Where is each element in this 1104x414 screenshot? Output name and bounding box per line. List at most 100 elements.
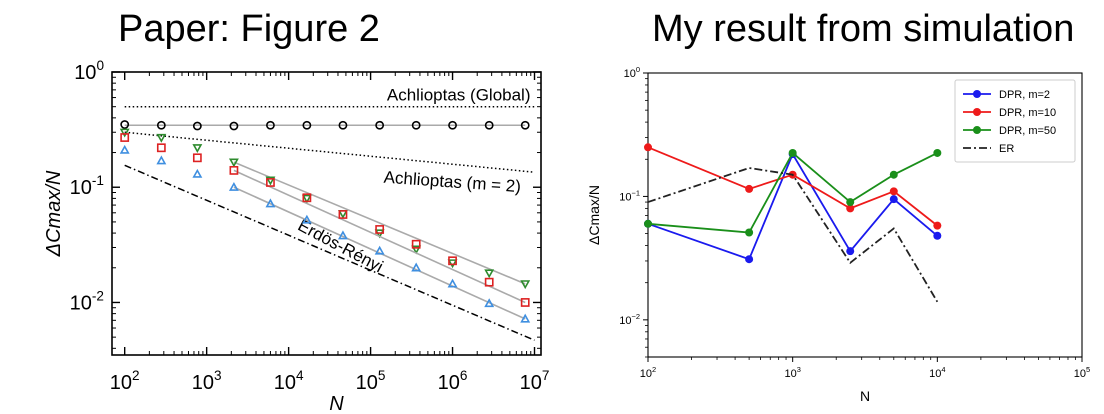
data-point-s2-7 [375,225,385,234]
data-point-s2-11 [520,298,530,307]
data-point-s3-1 [156,155,167,165]
legend-label-0: DPR, m=2 [999,89,1050,101]
legend-label-3: ER [999,143,1014,155]
data-point-s3-9 [447,278,458,288]
x-tick-label-r-1: 103 [784,365,800,380]
right-panel-title: My result from simulation [652,8,1075,50]
x-axis-label-right: N [860,388,870,404]
x-tick-label-4: 106 [438,368,468,394]
data-point-s0-7 [375,120,385,130]
series-point-2-5 [933,148,942,157]
data-point-s0-11 [520,120,530,130]
data-point-s3-7 [374,245,385,255]
reference-line-2 [124,164,535,341]
data-point-s0-8 [411,120,421,130]
data-point-s0-1 [156,120,166,130]
plot-frame-right [647,72,1083,358]
series-point-2-1 [745,228,754,237]
plot-frame-left [111,71,542,356]
data-point-s0-9 [448,120,457,130]
data-point-s0-2 [192,121,202,131]
x-tick-label-r-3: 105 [1074,365,1090,380]
data-point-s2-3 [229,165,239,175]
y-tick-label-r-2: 10−2 [619,312,640,327]
data-point-s3-5 [301,214,312,224]
x-tick-label-1: 103 [192,368,222,394]
y-tick-label-0: 100 [74,58,104,84]
fit-line-1 [233,161,526,285]
x-tick-label-r-0: 102 [640,365,656,380]
series-line-3 [647,167,939,303]
data-point-s2-10 [484,277,494,287]
y-tick-label-r-1: 10−1 [619,188,640,203]
data-point-s1-8 [411,245,422,255]
data-point-s2-2 [192,153,202,163]
legend-label-1: DPR, m=10 [999,107,1056,119]
data-point-s0-10 [484,120,494,130]
data-point-s1-0 [119,128,130,138]
x-tick-label-3: 105 [356,368,386,394]
x-tick-label-0: 102 [110,368,140,394]
data-point-s3-11 [520,313,531,323]
data-point-s2-5 [302,193,312,203]
data-point-s2-8 [411,239,421,249]
y-axis-label-right: ΔCmax/N [586,185,602,245]
data-point-s0-5 [302,120,312,130]
series-point-2-3 [846,198,855,207]
series-line-0 [647,152,938,261]
legend-marker-1 [973,108,981,116]
data-point-s1-5 [301,194,312,204]
data-point-s3-3 [228,181,239,191]
series-point-2-0 [644,219,652,228]
series-point-2-4 [889,170,898,179]
data-point-s2-1 [156,143,166,153]
y-axis-label-left: ΔCmax/N [43,170,65,257]
data-point-s1-3 [228,158,239,168]
x-tick-label-r-2: 104 [929,365,945,380]
data-point-s3-6 [337,230,348,240]
annotation-achlioptas-global: Achlioptas (Global) [387,86,531,105]
series-point-0-5 [933,231,942,240]
data-point-s3-4 [265,198,276,208]
series-point-0-3 [846,247,855,256]
series-point-1-1 [745,184,754,193]
y-tick-label-2: 10-2 [70,288,104,314]
series-point-1-3 [846,204,855,213]
data-point-s1-10 [484,269,495,279]
series-line-1 [647,146,938,227]
reference-line-1 [124,131,535,173]
series-point-2-2 [788,148,797,157]
data-point-s0-4 [266,120,275,130]
data-point-s1-2 [192,144,203,154]
x-tick-label-2: 104 [274,368,304,394]
data-point-s2-9 [448,256,457,266]
y-tick-label-1: 10-1 [70,173,104,199]
data-point-s0-3 [229,121,239,131]
series-point-1-0 [644,143,652,152]
legend-marker-2 [973,126,981,134]
series-line-2 [647,151,938,234]
data-point-s1-4 [265,176,276,186]
legend-box [954,79,1076,163]
data-point-s2-4 [266,178,275,187]
data-point-s3-10 [484,298,495,308]
data-point-s2-6 [338,210,348,219]
fit-line-2 [233,169,526,304]
series-point-0-1 [745,255,754,264]
data-point-s3-2 [192,168,203,178]
legend-marker-0 [973,90,981,98]
data-point-s1-9 [447,259,458,269]
series-point-1-4 [889,187,898,196]
data-point-s3-8 [411,262,422,272]
data-point-s3-0 [119,144,130,154]
left-panel-title: Paper: Figure 2 [118,8,380,50]
legend-label-2: DPR, m=50 [999,125,1056,137]
data-point-s1-1 [156,133,167,143]
x-axis-label-left: N [329,393,344,414]
x-tick-label-5: 107 [520,368,550,394]
data-point-s0-6 [338,120,348,130]
series-point-1-5 [933,221,942,230]
y-tick-label-r-0: 100 [624,65,640,80]
